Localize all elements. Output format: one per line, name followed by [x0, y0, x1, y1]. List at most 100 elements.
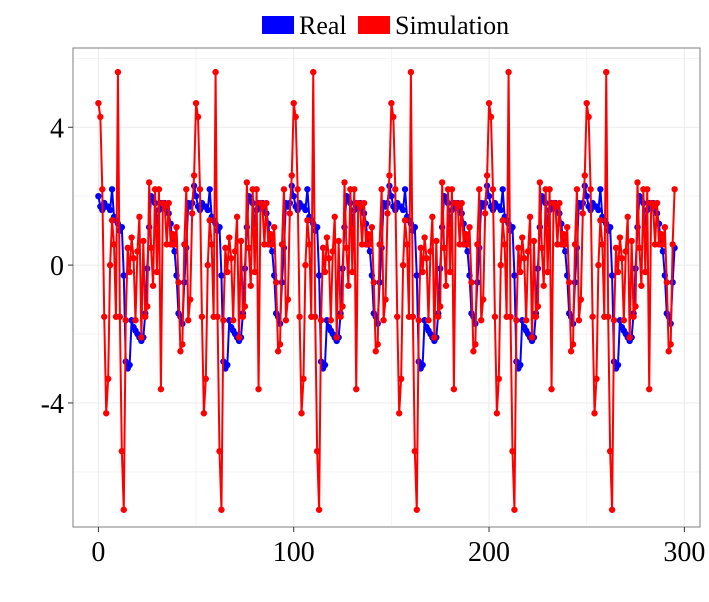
data-point-simulation [134, 248, 141, 255]
data-point-simulation [171, 241, 178, 248]
data-point-simulation [224, 268, 231, 276]
data-point-real [509, 223, 516, 231]
data-point-simulation [612, 244, 620, 252]
data-point-simulation [489, 186, 497, 193]
data-point-simulation [603, 68, 610, 76]
data-point-real [313, 223, 321, 231]
data-point-simulation [407, 68, 415, 76]
data-point-real [290, 192, 297, 200]
data-point-simulation [114, 68, 122, 76]
data-point-real [224, 361, 231, 369]
data-point-simulation [274, 348, 282, 355]
data-point-simulation [464, 241, 471, 248]
data-point-simulation [479, 296, 487, 303]
data-point-simulation [575, 317, 583, 324]
data-point-simulation [487, 113, 495, 121]
data-point-simulation [636, 244, 643, 252]
data-point-simulation [478, 317, 485, 324]
data-point-simulation [292, 113, 299, 121]
data-point-real [614, 361, 622, 369]
data-point-simulation [382, 296, 389, 303]
data-point-simulation [507, 313, 514, 320]
x-tick-label: 0 [91, 537, 105, 568]
data-point-simulation [481, 210, 489, 217]
data-point-simulation [567, 348, 575, 355]
data-point-simulation [522, 317, 530, 324]
data-point-simulation [237, 237, 245, 245]
data-point-real [499, 186, 506, 193]
data-point-simulation [433, 237, 440, 245]
data-point-simulation [276, 341, 284, 348]
data-point-simulation [220, 317, 227, 324]
data-point-simulation [284, 296, 292, 303]
data-point-simulation [198, 313, 206, 320]
data-point-real [608, 272, 616, 279]
data-point-simulation [427, 248, 434, 255]
data-point-simulation [280, 186, 288, 193]
data-point-simulation [153, 268, 161, 276]
data-point-simulation [253, 186, 260, 193]
data-point-simulation [147, 244, 155, 252]
data-point-simulation [190, 172, 198, 179]
data-point-real [192, 192, 200, 200]
data-point-simulation [671, 186, 678, 193]
data-point-simulation [138, 334, 145, 341]
data-point-simulation [446, 268, 454, 276]
data-point-simulation [669, 241, 676, 248]
legend-real-label: Real [299, 11, 347, 40]
data-point-simulation [440, 244, 448, 252]
data-point-real [464, 248, 471, 255]
data-point-simulation [263, 199, 270, 207]
plot-border [72, 47, 701, 528]
legend-simulation-label: Simulation [395, 11, 509, 40]
data-point-simulation [124, 244, 131, 252]
data-point-simulation [540, 282, 547, 289]
data-point-simulation [524, 248, 532, 255]
data-point-simulation [476, 186, 483, 193]
data-point-real [517, 361, 524, 369]
data-point-simulation [183, 186, 190, 193]
data-point-simulation [122, 317, 129, 324]
data-point-simulation [202, 375, 210, 383]
data-point-simulation [450, 385, 458, 393]
data-point-simulation [99, 186, 106, 193]
data-point-simulation [538, 244, 545, 252]
data-point-real [597, 186, 604, 193]
data-point-simulation [665, 348, 672, 355]
data-point-simulation [304, 217, 311, 224]
data-point-simulation [667, 341, 674, 348]
data-point-real [413, 272, 420, 279]
data-point-real [118, 223, 126, 231]
data-point-simulation [132, 317, 139, 324]
data-point-simulation [562, 241, 569, 248]
data-point-simulation [399, 261, 407, 269]
data-point-simulation [165, 199, 172, 207]
data-point-simulation [528, 334, 536, 341]
data-point-simulation [509, 447, 516, 455]
data-point-simulation [435, 313, 442, 320]
data-point-simulation [196, 186, 204, 193]
data-point-simulation [421, 234, 428, 241]
data-point-simulation [589, 313, 596, 320]
data-point-simulation [353, 385, 360, 393]
data-point-simulation [485, 99, 493, 107]
data-point-real [126, 361, 133, 369]
data-point-simulation [239, 313, 247, 320]
data-point-simulation [226, 234, 233, 241]
data-point-simulation [343, 244, 350, 252]
data-point-simulation [583, 99, 590, 107]
data-point-simulation [610, 317, 618, 324]
data-point-simulation [376, 241, 383, 248]
data-point-simulation [429, 213, 436, 221]
data-point-real [497, 206, 504, 214]
data-point-simulation [591, 410, 598, 417]
data-point-simulation [278, 241, 286, 248]
data-point-simulation [581, 172, 588, 179]
data-point-simulation [442, 282, 450, 289]
data-point-real [171, 248, 178, 255]
data-point-simulation [366, 241, 374, 248]
data-point-simulation [437, 303, 444, 310]
data-point-simulation [97, 113, 104, 121]
